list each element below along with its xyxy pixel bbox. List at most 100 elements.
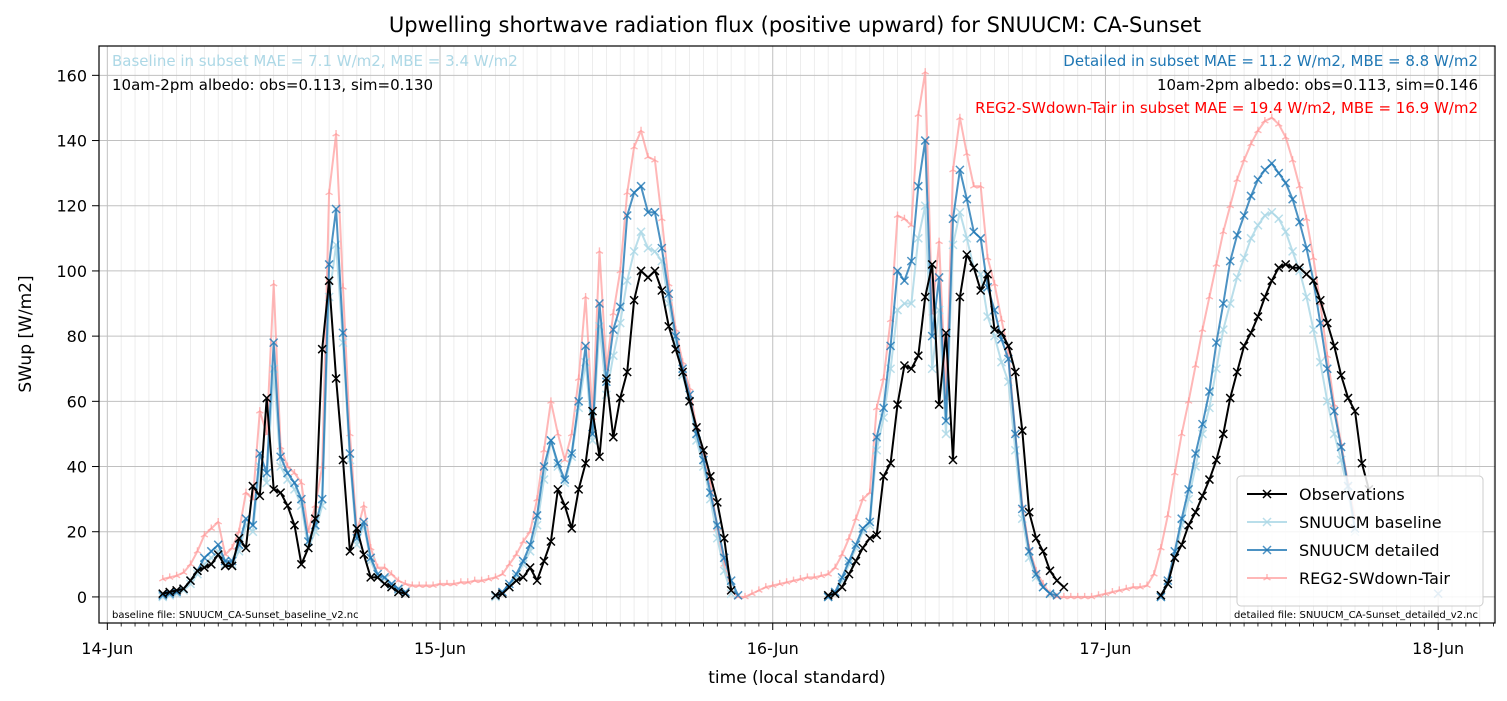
data-point: [1087, 592, 1096, 600]
data-point: [1212, 260, 1221, 268]
data-point: [228, 544, 236, 551]
data-point: [158, 574, 167, 582]
data-point: [851, 540, 861, 550]
data-point: [1308, 325, 1318, 335]
data-point: [1191, 448, 1201, 459]
data-point: [852, 514, 860, 522]
data-point: [1253, 175, 1263, 185]
detailed-albedo-annotation: 10am-2pm albedo: obs=0.113, sim=0.146: [1157, 76, 1478, 94]
data-point: [969, 182, 978, 189]
data-point: [324, 259, 334, 269]
data-point: [242, 488, 250, 496]
data-point: [726, 585, 736, 595]
data-point: [1108, 588, 1117, 595]
data-point: [207, 524, 216, 532]
data-point: [373, 572, 383, 582]
data-point: [1295, 182, 1304, 189]
data-point: [331, 204, 341, 214]
x-tick-label: 14-Jun: [81, 639, 133, 658]
data-point: [990, 279, 999, 287]
data-point: [1010, 367, 1020, 377]
data-point: [1239, 210, 1249, 221]
data-point: [1218, 299, 1228, 309]
data-point: [248, 520, 258, 530]
data-point: [1204, 387, 1214, 397]
data-point: [1240, 156, 1248, 163]
data-point: [296, 559, 306, 569]
data-point: [865, 533, 875, 543]
data-point: [498, 570, 507, 577]
data-point: [830, 589, 840, 599]
data-point: [553, 484, 563, 494]
data-point: [332, 130, 340, 137]
data-point: [726, 589, 736, 599]
data-point: [844, 556, 854, 566]
data-point: [1232, 367, 1242, 377]
legend-label: Observations: [1299, 485, 1405, 504]
data-point: [1197, 419, 1208, 429]
data-point: [567, 523, 577, 533]
data-point: [1024, 507, 1034, 517]
data-point: [637, 126, 645, 134]
data-point: [1211, 455, 1221, 465]
data-point: [505, 560, 514, 567]
data-point: [872, 445, 882, 455]
data-point: [518, 556, 528, 566]
data-point: [227, 561, 237, 571]
data-point: [450, 579, 458, 587]
data-point: [554, 429, 562, 437]
data-point: [283, 501, 293, 511]
data-point: [539, 461, 549, 472]
data-point: [712, 497, 722, 507]
data-point: [969, 263, 979, 273]
data-point: [1281, 133, 1290, 140]
data-point: [185, 579, 196, 589]
data-point: [1094, 591, 1103, 598]
data-point: [623, 188, 632, 196]
data-point: [1052, 576, 1062, 586]
data-point: [185, 576, 196, 586]
data-point: [359, 517, 369, 527]
data-point: [1274, 214, 1284, 224]
data-point: [262, 478, 272, 488]
data-point: [213, 540, 223, 550]
x-tick-label: 15-Jun: [414, 639, 466, 658]
data-point: [1260, 210, 1270, 221]
data-point: [1350, 406, 1360, 416]
data-point: [1246, 191, 1256, 201]
legend-item: REG2-SWdown-Tair: [1247, 569, 1450, 588]
data-point: [380, 563, 389, 571]
data-point: [1336, 370, 1346, 380]
data-point: [976, 285, 986, 296]
data-point: [650, 246, 660, 256]
data-point: [892, 400, 903, 410]
y-tick-label: 0: [77, 588, 87, 607]
data-point: [581, 341, 591, 351]
data-point: [512, 550, 521, 558]
data-point: [1315, 318, 1325, 328]
data-point: [1122, 584, 1131, 592]
data-point: [1274, 120, 1283, 127]
data-point: [1073, 592, 1082, 600]
data-point: [1218, 325, 1228, 335]
data-point: [719, 533, 729, 543]
data-point: [594, 299, 604, 309]
data-point: [1017, 426, 1027, 436]
data-point: [1233, 175, 1241, 183]
data-point: [1315, 295, 1325, 305]
data-point: [1010, 429, 1020, 439]
data-point: [1017, 504, 1027, 514]
data-point: [400, 589, 410, 599]
data-point: [1322, 364, 1332, 374]
data-point: [303, 543, 313, 553]
data-point: [657, 243, 667, 253]
data-point: [775, 579, 784, 587]
data-point: [705, 471, 715, 481]
data-point: [817, 571, 826, 579]
data-point: [1322, 396, 1332, 406]
data-point: [1329, 406, 1339, 416]
data-point: [906, 256, 916, 266]
data-point: [255, 491, 265, 501]
data-point: [255, 407, 264, 414]
